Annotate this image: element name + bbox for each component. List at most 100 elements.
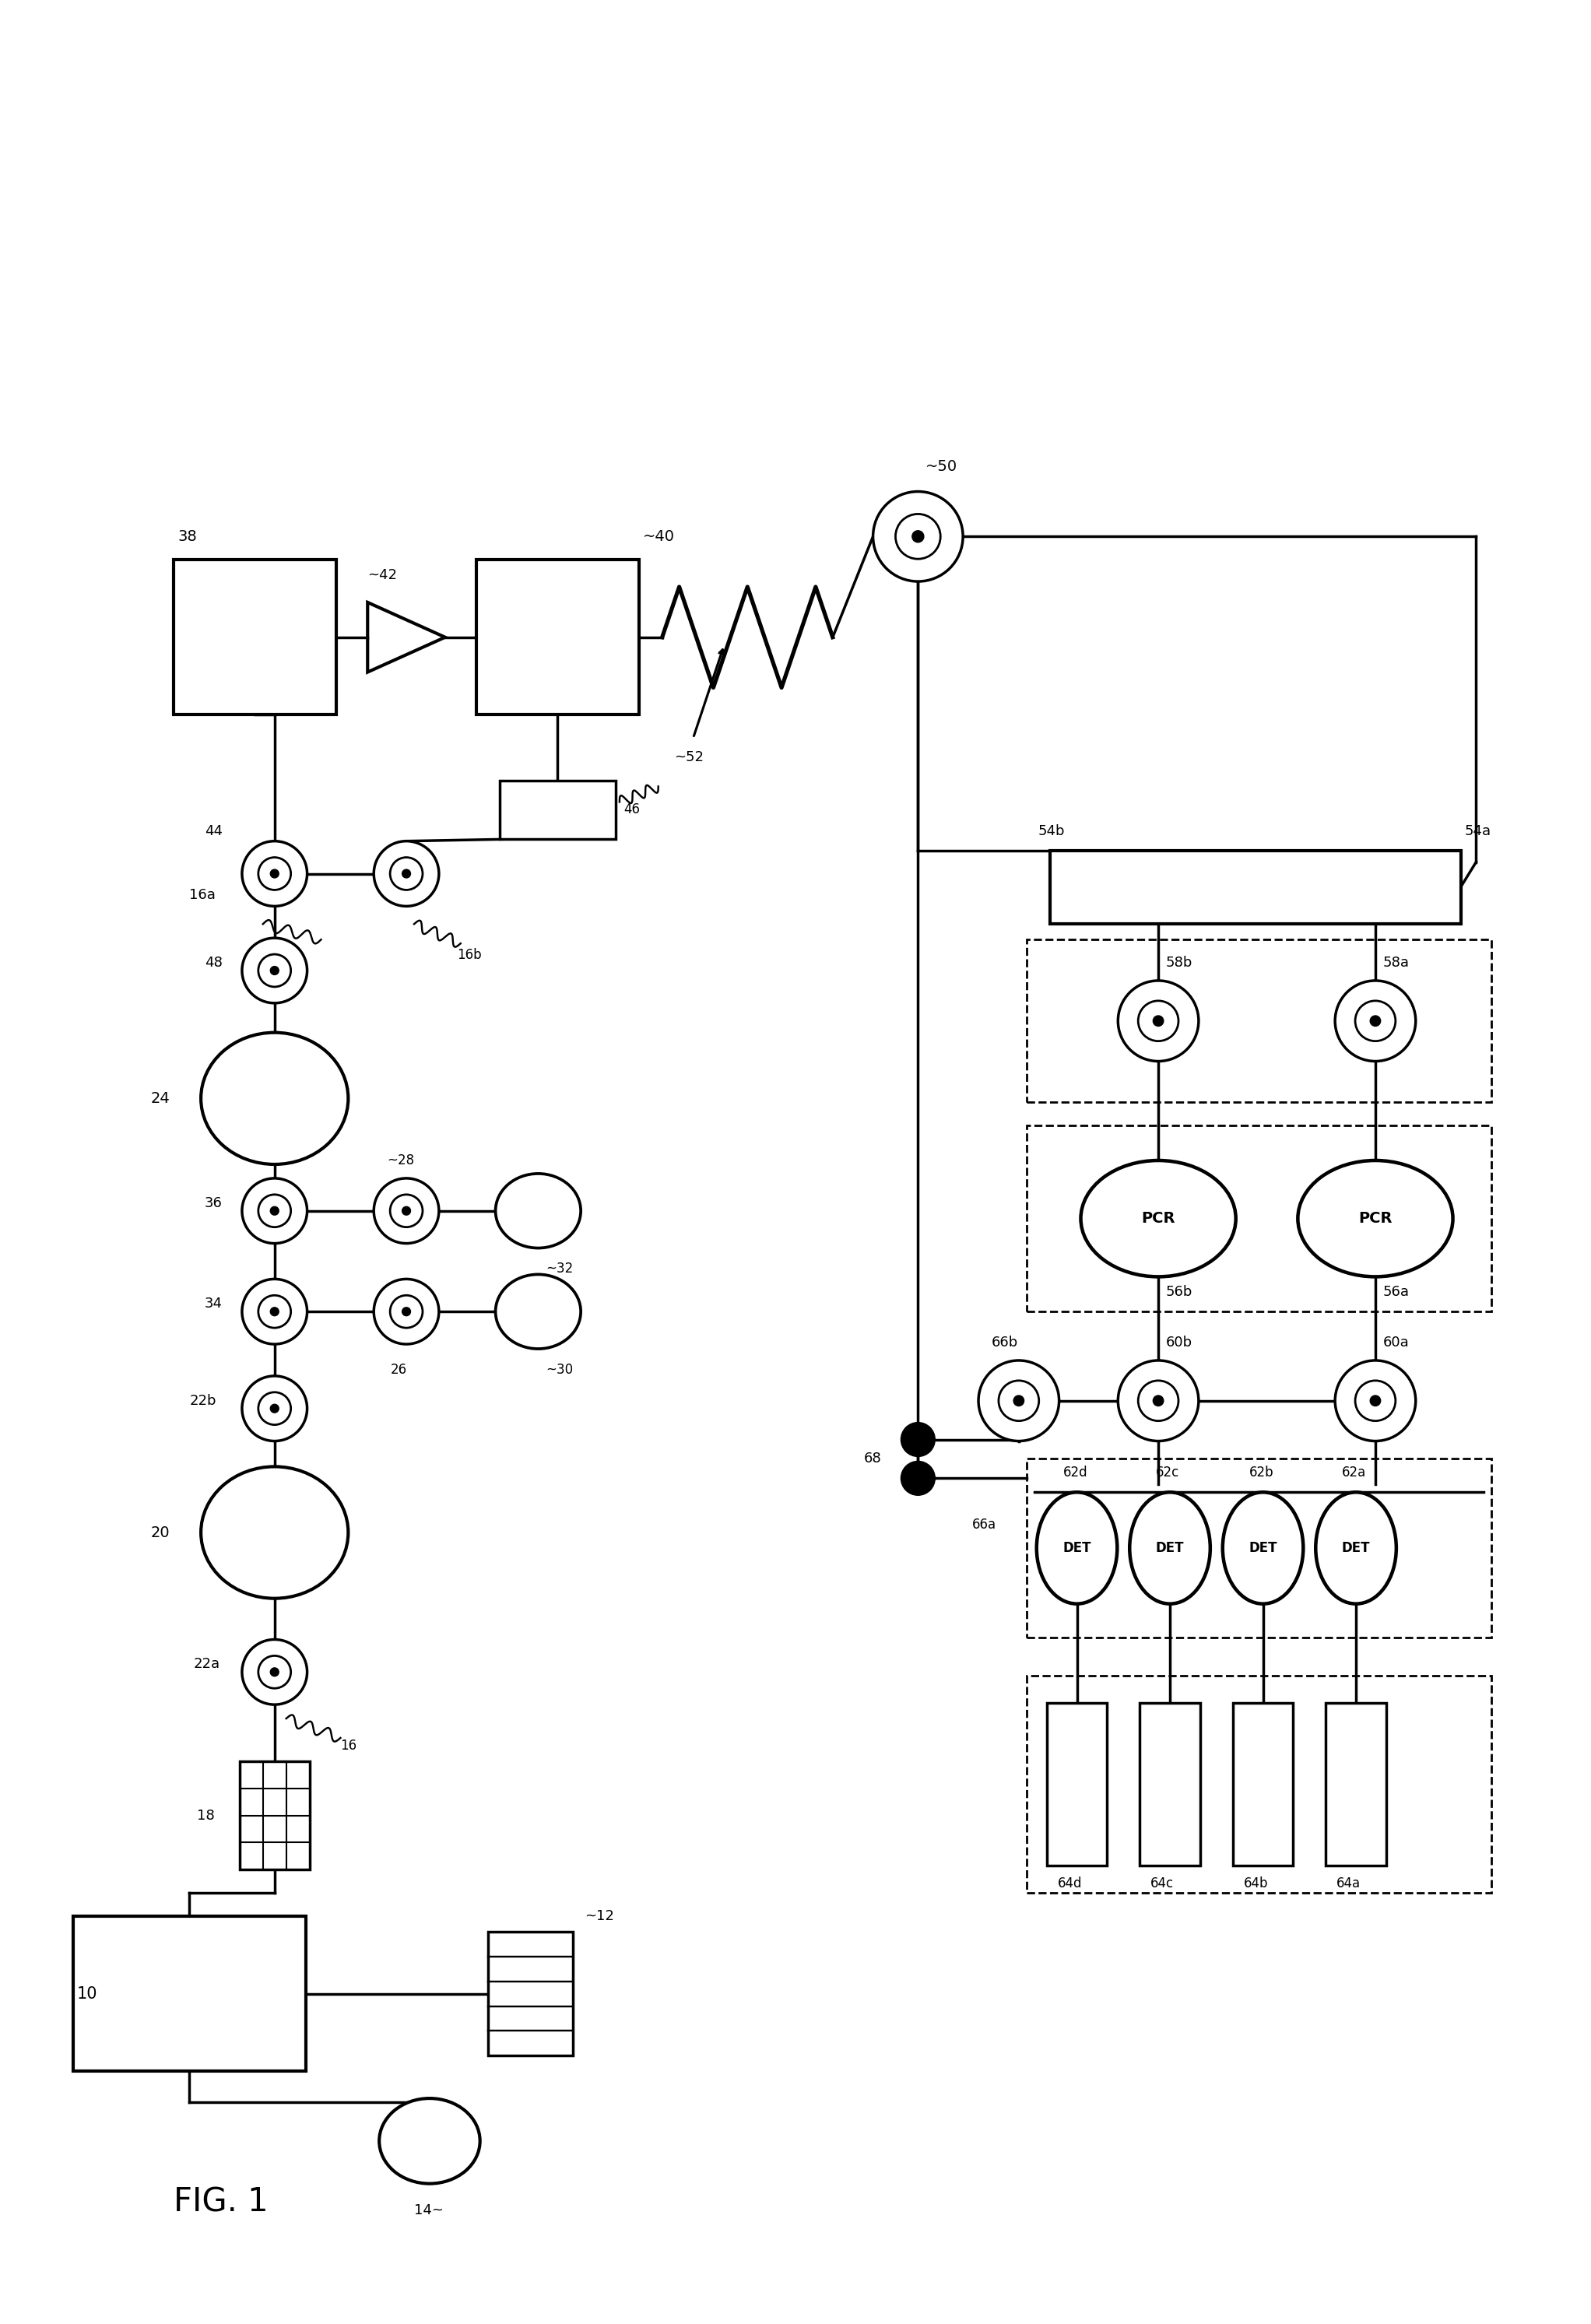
Text: DET: DET [1341,1541,1370,1555]
Ellipse shape [1222,1492,1303,1604]
Circle shape [242,939,307,1004]
Text: PCR: PCR [1141,1211,1176,1227]
Text: 62a: 62a [1343,1466,1367,1480]
Circle shape [242,1178,307,1243]
Circle shape [901,1462,936,1494]
Circle shape [1118,981,1198,1062]
Text: 54a: 54a [1464,825,1491,839]
Circle shape [374,1178,439,1243]
Ellipse shape [379,2099,480,2185]
Text: 58b: 58b [1166,955,1193,969]
Text: 46: 46 [624,802,640,816]
Ellipse shape [200,1032,348,1164]
Text: 60b: 60b [1166,1336,1193,1350]
Text: 10: 10 [76,1987,97,2001]
Circle shape [901,1422,936,1457]
Circle shape [912,530,924,541]
Text: 64c: 64c [1150,1878,1174,1892]
Circle shape [270,869,278,878]
Bar [240,1762,309,1871]
Bar [1026,1676,1492,1894]
Ellipse shape [1037,1492,1117,1604]
Circle shape [242,841,307,906]
Text: 54b: 54b [1039,825,1064,839]
Circle shape [270,1206,278,1215]
Ellipse shape [495,1174,581,1248]
Text: 16: 16 [340,1738,356,1752]
Text: 56a: 56a [1383,1285,1410,1299]
Circle shape [403,869,410,878]
Text: DET: DET [1155,1541,1184,1555]
Text: 36: 36 [205,1197,223,1211]
Text: 18: 18 [197,1808,215,1822]
Text: 38: 38 [178,530,197,544]
Bar [1047,1703,1107,1866]
Bar [476,560,640,716]
Ellipse shape [1130,1492,1211,1604]
Circle shape [1013,1394,1025,1406]
Text: 34: 34 [205,1297,223,1311]
Circle shape [1370,1016,1381,1027]
Text: ~12: ~12 [584,1910,614,1924]
Circle shape [270,1404,278,1413]
Text: 48: 48 [205,955,223,969]
Bar [1026,1459,1492,1636]
Circle shape [374,841,439,906]
Text: FIG. 1: FIG. 1 [173,2187,269,2219]
Text: 66b: 66b [991,1336,1018,1350]
Text: 56b: 56b [1166,1285,1193,1299]
Text: ~32: ~32 [546,1262,573,1276]
Ellipse shape [200,1466,348,1599]
Text: 60a: 60a [1383,1336,1410,1350]
Bar [1233,1703,1293,1866]
Text: 14~: 14~ [414,2203,444,2217]
Circle shape [1118,1360,1198,1441]
Text: 26: 26 [391,1362,407,1376]
Bar [173,560,337,716]
Circle shape [403,1206,410,1215]
Bar [1026,1125,1492,1311]
Text: 22a: 22a [193,1657,220,1671]
Text: 62c: 62c [1157,1466,1179,1480]
Text: 64d: 64d [1058,1878,1082,1892]
Text: DET: DET [1249,1541,1278,1555]
Circle shape [1153,1394,1163,1406]
Text: 62b: 62b [1249,1466,1274,1480]
Text: DET: DET [1063,1541,1091,1555]
Circle shape [270,967,278,974]
Bar [1026,939,1492,1102]
Ellipse shape [1080,1160,1236,1276]
Text: PCR: PCR [1359,1211,1392,1227]
Bar [488,1931,573,2057]
Text: 22b: 22b [189,1394,216,1408]
Text: 68: 68 [864,1452,881,1466]
Text: ~30: ~30 [546,1362,573,1376]
Circle shape [403,1308,410,1315]
Circle shape [242,1376,307,1441]
Text: 64a: 64a [1336,1878,1360,1892]
Text: 24: 24 [151,1090,170,1106]
Bar [500,781,616,839]
Text: ~52: ~52 [675,751,703,765]
Text: ~50: ~50 [926,460,958,474]
Circle shape [1153,1016,1163,1027]
Text: 16b: 16b [457,948,482,962]
Circle shape [374,1278,439,1343]
Text: ~42: ~42 [368,569,398,583]
Text: 20: 20 [151,1525,170,1541]
Bar [1325,1703,1386,1866]
Text: 58a: 58a [1383,955,1410,969]
Ellipse shape [1316,1492,1397,1604]
Text: ~28: ~28 [387,1153,414,1167]
Circle shape [242,1278,307,1343]
Ellipse shape [495,1274,581,1348]
Text: 66a: 66a [972,1518,996,1532]
Ellipse shape [1298,1160,1453,1276]
Text: 44: 44 [205,825,223,839]
Text: 62d: 62d [1063,1466,1088,1480]
Bar [1050,851,1461,925]
Circle shape [242,1638,307,1703]
Circle shape [270,1308,278,1315]
Bar [73,1917,305,2071]
Circle shape [873,490,963,581]
